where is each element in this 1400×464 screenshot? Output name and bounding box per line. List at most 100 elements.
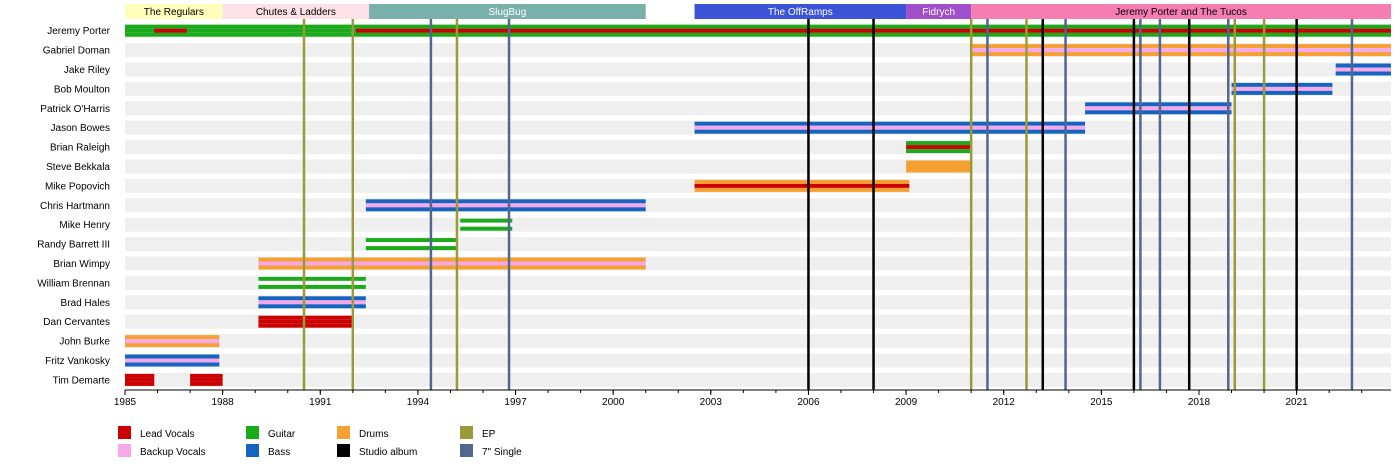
- member-bar: [258, 265, 646, 270]
- row-background: [125, 353, 1391, 368]
- tick-label: 2018: [1188, 397, 1211, 408]
- member-name: William Brennan: [37, 278, 110, 289]
- row-background: [125, 159, 1391, 174]
- member-bar: [125, 381, 155, 386]
- tick-label: 2012: [993, 397, 1016, 408]
- member-name: Jason Bowes: [51, 123, 110, 134]
- member-name: Brad Hales: [61, 298, 110, 309]
- release-line: [872, 19, 875, 390]
- member-bar: [906, 168, 972, 173]
- member-bar: [258, 280, 366, 285]
- tick-label: 1997: [504, 397, 527, 408]
- release-line: [1187, 19, 1191, 390]
- release-line: [1158, 19, 1162, 390]
- member-bar: [258, 300, 366, 305]
- release-line: [969, 19, 973, 390]
- row-background: [125, 101, 1391, 116]
- release-line: [1139, 19, 1142, 390]
- legend-label: Drums: [359, 429, 388, 440]
- member-bar: [694, 129, 1086, 134]
- member-bar: [1231, 82, 1333, 87]
- member-bar: [694, 125, 1086, 130]
- tick-label: 2015: [1090, 397, 1113, 408]
- member-name: Gabriel Doman: [43, 46, 110, 57]
- member-bar: [125, 354, 220, 359]
- member-bar: [906, 160, 972, 165]
- member-name: Fritz Vankosky: [45, 356, 110, 367]
- legend-swatch: [460, 444, 473, 457]
- member-names: Jeremy Porter Gabriel Doman Jake Riley Bob …: [37, 26, 110, 386]
- row-background: [125, 217, 1391, 232]
- row-background: [125, 62, 1391, 77]
- legend-swatch: [246, 426, 259, 439]
- member-bar: [906, 141, 972, 146]
- member-bar: [694, 183, 910, 188]
- member-bar: [365, 238, 457, 243]
- member-name: Dan Cervantes: [43, 317, 110, 328]
- era-header: The Regulars Chutes & Ladders SlugBug The O…: [125, 4, 1391, 19]
- era-block: [906, 4, 972, 19]
- legend-label: Backup Vocals: [140, 447, 206, 458]
- member-bar: [258, 257, 646, 262]
- era-block: [694, 4, 907, 19]
- release-line: [1295, 19, 1298, 390]
- member-bar: [258, 315, 353, 320]
- legend-swatch: [118, 426, 131, 439]
- release-line: [429, 19, 433, 390]
- member-name: Mike Henry: [59, 220, 110, 231]
- member-bar: [971, 48, 1391, 53]
- member-bar: [1085, 106, 1232, 111]
- release-line: [1350, 19, 1354, 390]
- era-label: Fidrych: [922, 7, 955, 18]
- member-bar: [694, 121, 1086, 126]
- legend-swatch: [337, 444, 350, 457]
- member-bar: [365, 207, 646, 212]
- member-bar: [258, 276, 366, 281]
- row-background: [125, 237, 1391, 252]
- release-line: [507, 19, 511, 390]
- member-bar: [154, 28, 187, 33]
- release-line: [807, 19, 810, 390]
- member-name: Steve Bekkala: [46, 162, 110, 173]
- era-block: [369, 4, 646, 19]
- legend-swatch: [460, 426, 473, 439]
- member-bar: [694, 179, 910, 184]
- member-bar: [1085, 102, 1232, 107]
- member-bar: [460, 226, 513, 231]
- tick-label: 1988: [212, 397, 235, 408]
- tick-label: 2021: [1285, 397, 1308, 408]
- row-background: [125, 334, 1391, 349]
- era-label: SlugBug: [488, 7, 526, 18]
- release-line: [1132, 19, 1136, 390]
- release-line: [351, 19, 355, 390]
- tick-label: 2000: [602, 397, 625, 408]
- member-bar: [365, 203, 646, 208]
- tick-label: 1994: [407, 397, 430, 408]
- member-bar: [365, 242, 457, 247]
- member-bar: [1335, 67, 1391, 72]
- member-bar: [258, 319, 353, 324]
- legend-label: Studio album: [359, 447, 417, 458]
- member-bar: [258, 261, 646, 266]
- member-bar: [125, 358, 220, 363]
- member-name: Patrick O'Harris: [40, 104, 110, 115]
- member-bar: [125, 335, 220, 340]
- member-bar: [460, 218, 513, 223]
- member-bar: [190, 373, 223, 378]
- member-bar: [125, 32, 1391, 37]
- release-line: [1041, 19, 1045, 390]
- member-name: Chris Hartmann: [40, 201, 110, 212]
- release-line: [1233, 19, 1237, 390]
- member-bar: [906, 164, 972, 169]
- member-bar: [365, 199, 646, 204]
- tick-label: 1991: [309, 397, 332, 408]
- member-bar: [190, 377, 223, 382]
- member-name: Randy Barrett III: [37, 240, 110, 251]
- row-background: [125, 81, 1391, 96]
- release-line: [986, 19, 989, 390]
- member-bar: [125, 343, 220, 348]
- legend-swatch: [337, 426, 350, 439]
- x-axis: 1985 1988 1991 1994 1997 2000 2003 2006 2009 2012…: [114, 389, 1391, 408]
- member-bar: [1231, 86, 1333, 91]
